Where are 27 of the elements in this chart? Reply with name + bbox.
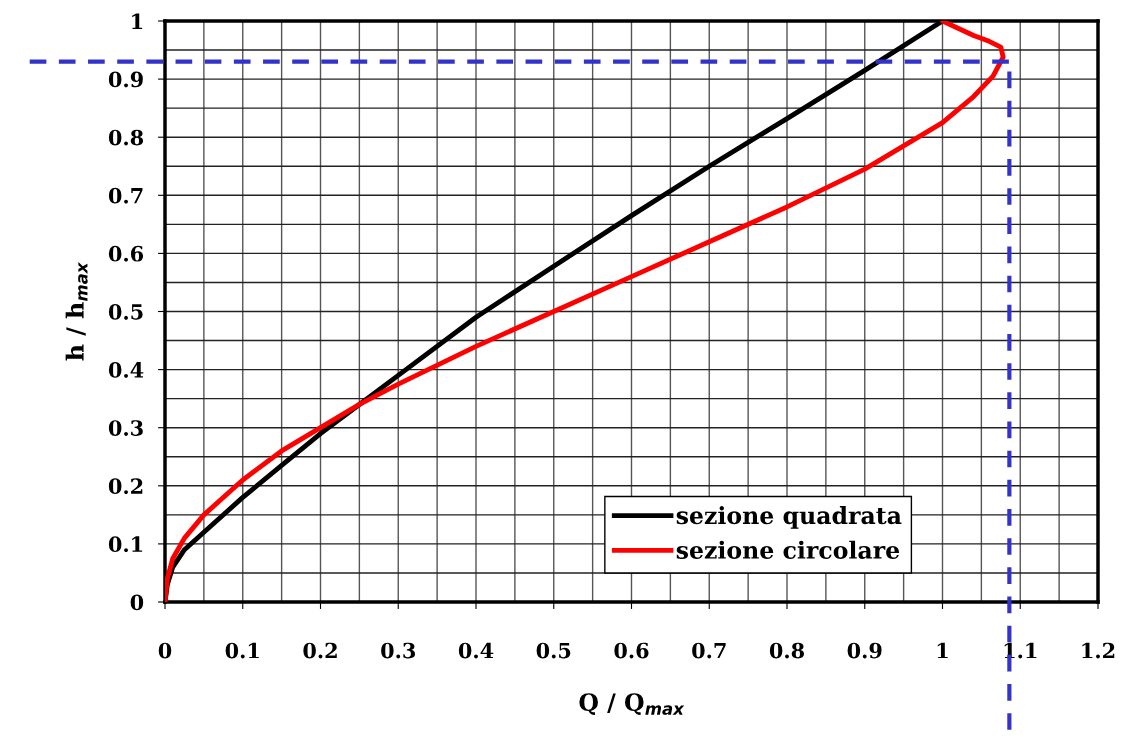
y-tick-label: 0.4 xyxy=(108,362,144,378)
y-tick-label: 0 xyxy=(130,594,144,611)
y-tick-label: 0.7 xyxy=(108,187,143,204)
x-tick-label: 0.2 xyxy=(303,642,337,659)
x-tick-label: 1 xyxy=(937,642,948,659)
y-tick-label: 0.2 xyxy=(108,478,143,495)
y-tick-label: 0.9 xyxy=(108,71,143,88)
x-axis-title: Q / Q$_{max}$ xyxy=(579,693,685,716)
legend-label: sezione circolare xyxy=(676,540,900,559)
x-tick-label: 0.1 xyxy=(225,642,259,659)
y-tick-label: 1 xyxy=(132,13,143,29)
x-tick-label: 1.2 xyxy=(1082,642,1115,659)
x-tick-label: 0.3 xyxy=(381,642,416,659)
legend-label: sezione quadrata xyxy=(676,506,902,529)
y-tick-label: 0.6 xyxy=(108,245,144,262)
x-tick-label: 0.7 xyxy=(692,642,726,659)
y-tick-label: 0.8 xyxy=(108,129,144,146)
x-tick-label: 0.9 xyxy=(847,642,882,659)
x-tick-label: 0.6 xyxy=(614,642,649,659)
y-tick-label: 0.3 xyxy=(108,420,143,436)
x-tick-label: 0.8 xyxy=(769,642,804,659)
x-tick-label: 0.4 xyxy=(458,642,494,659)
y-tick-label: 0.5 xyxy=(108,303,143,320)
y-tick-label: 0.1 xyxy=(108,536,143,553)
x-tick-label: 0 xyxy=(158,642,172,659)
y-axis-title: h / h$_{max}$ xyxy=(65,262,88,361)
x-tick-label: 0.5 xyxy=(536,642,571,659)
